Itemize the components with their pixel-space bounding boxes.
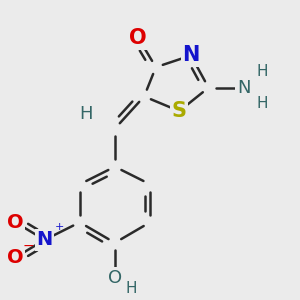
Text: S: S (172, 101, 187, 121)
Text: O: O (130, 28, 147, 48)
Text: H: H (79, 105, 92, 123)
Text: N: N (37, 230, 53, 249)
Text: O: O (7, 213, 24, 232)
Text: H: H (125, 281, 137, 296)
Text: N: N (237, 79, 250, 97)
Text: −: − (23, 239, 34, 253)
Text: +: + (55, 222, 64, 232)
Text: H: H (256, 96, 268, 111)
Text: H: H (256, 64, 268, 79)
Text: O: O (108, 269, 122, 287)
Text: N: N (182, 46, 200, 65)
Text: O: O (7, 248, 24, 267)
